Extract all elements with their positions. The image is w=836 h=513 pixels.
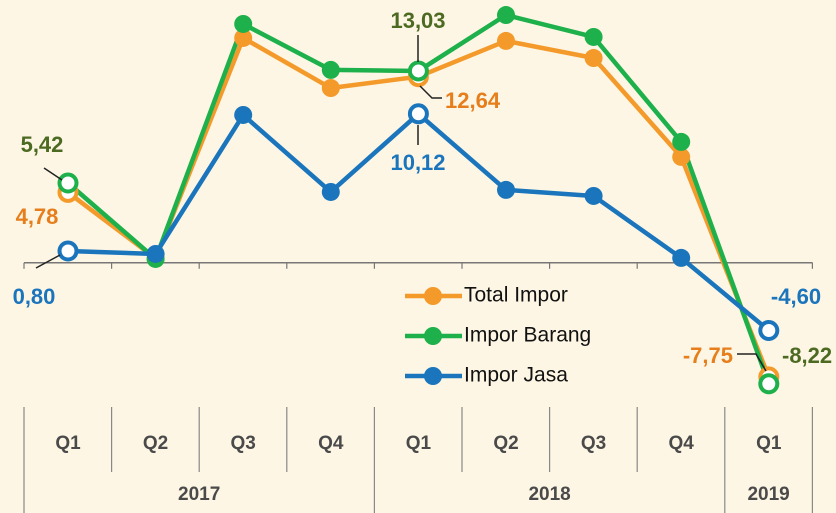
legend-marker [424,327,442,345]
x-tick-label: Q2 [143,433,168,454]
legend-label: Impor Jasa [464,364,568,387]
data-point [758,373,780,395]
data-label: 10,12 [390,150,445,175]
group-label: 2017 [178,484,220,505]
data-point [234,28,253,47]
x-tick-label: Q1 [406,433,432,454]
x-tick-label: Q1 [55,433,81,454]
data-point [584,49,603,68]
data-point [321,182,340,201]
x-tick-label: Q3 [581,433,606,454]
leader-line [35,254,61,269]
data-label: 5,42 [21,132,64,157]
data-point [584,27,603,46]
data-label: 0,80 [13,284,56,309]
data-label: 12,64 [445,88,501,113]
x-tick-label: Q1 [756,433,782,454]
data-point [407,103,429,125]
data-point [321,79,340,98]
leader-line [737,353,767,372]
data-label: -8,22 [782,343,832,368]
group-label: 2019 [747,484,789,505]
data-point [497,180,515,199]
data-point [407,60,429,82]
data-label: -7,75 [683,343,733,368]
data-point [321,60,340,79]
data-point [672,132,691,151]
data-point [497,31,515,50]
data-point [497,6,515,25]
x-tick-label: Q4 [318,433,344,454]
data-label: 13,03 [390,8,445,33]
data-point [758,320,780,342]
data-point [57,172,79,194]
data-label: -4,60 [771,284,821,309]
x-tick-label: Q4 [669,433,695,454]
data-point [234,105,253,124]
legend-label: Impor Barang [464,324,591,347]
legend-marker [424,287,442,305]
legend-marker [424,367,442,385]
data-point [234,14,253,33]
leader-line [419,85,442,99]
data-point [584,186,603,205]
data-label: 4,78 [16,204,59,229]
data-point [672,147,691,166]
legend-label: Total Impor [464,284,568,307]
x-tick-label: Q3 [231,433,256,454]
group-label: 2018 [528,484,570,505]
x-tick-label: Q2 [493,433,518,454]
data-point [57,240,79,262]
leader-line [43,167,63,181]
data-point [672,248,691,267]
data-point [146,244,165,263]
